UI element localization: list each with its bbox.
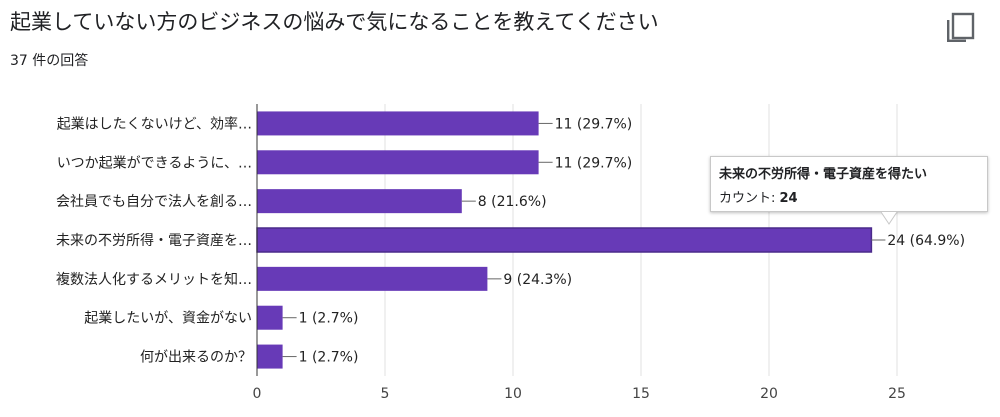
- x-tick-label: 15: [632, 386, 650, 402]
- data-label: 9 (24.3%): [503, 272, 572, 288]
- data-label: 11 (29.7%): [555, 155, 633, 171]
- data-label: 1 (2.7%): [299, 350, 359, 366]
- copy-chart-button[interactable]: [944, 12, 976, 46]
- category-label: 未来の不労所得・電子資産を…: [56, 232, 252, 249]
- x-tick-label: 5: [381, 386, 390, 402]
- data-label: 1 (2.7%): [299, 311, 359, 327]
- response-count: 37 件の回答: [10, 53, 89, 69]
- tooltip-count-value: 24: [779, 191, 798, 206]
- category-label: 複数法人化するメリットを知…: [56, 271, 252, 288]
- bar: [257, 111, 539, 136]
- data-label: 8 (21.6%): [478, 194, 547, 210]
- chart-title: 起業していない方のビジネスの悩みで気になることを教えてください: [10, 10, 659, 34]
- bar: [257, 150, 539, 175]
- bar: [257, 189, 462, 214]
- copy-icon: [947, 12, 975, 42]
- tooltip-count: カウント: 24: [719, 187, 979, 206]
- x-tick-label: 0: [253, 386, 262, 402]
- x-tick-label: 25: [888, 386, 906, 402]
- x-tick-label: 10: [504, 386, 522, 402]
- bar: [257, 344, 283, 369]
- bar: [257, 305, 283, 330]
- category-label: 起業はしたくないけど、効率…: [57, 115, 252, 132]
- bar-tooltip: 未来の不労所得・電子資産を得たい カウント: 24: [710, 156, 988, 225]
- category-label: 会社員でも自分で法人を創る…: [56, 194, 252, 210]
- data-label: 24 (64.9%): [887, 233, 965, 249]
- bar: [257, 266, 488, 291]
- category-label: 何が出来るのか？: [140, 350, 252, 366]
- category-label: いつか起業ができるように、…: [57, 155, 252, 171]
- bar: [256, 227, 873, 253]
- tooltip-pointer: [881, 212, 897, 228]
- category-label: 起業したいが、資金がない: [84, 311, 252, 327]
- x-tick-label: 20: [760, 386, 778, 402]
- data-label: 11 (29.7%): [555, 116, 633, 132]
- tooltip-count-label: カウント:: [719, 191, 780, 206]
- tooltip-title: 未来の不労所得・電子資産を得たい: [719, 167, 928, 182]
